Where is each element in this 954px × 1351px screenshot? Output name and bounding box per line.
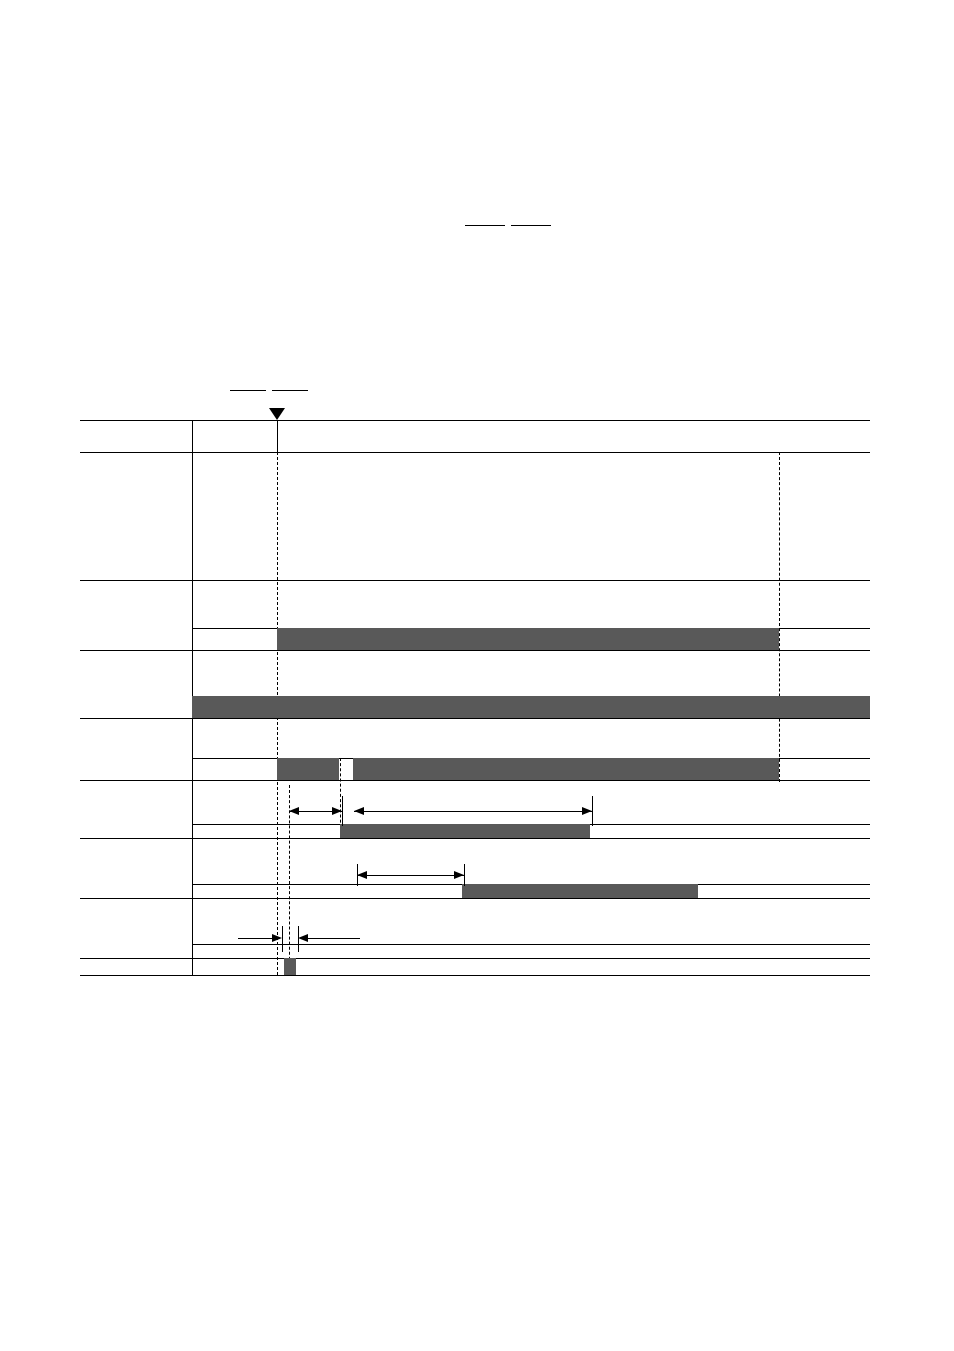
trigger-marker-icon — [269, 408, 285, 420]
row-line — [80, 650, 870, 651]
row-inner-line — [192, 944, 870, 945]
row-line — [80, 975, 870, 976]
signal-bar — [277, 628, 779, 650]
row-line — [80, 898, 870, 899]
arrow-head-left-icon — [357, 871, 367, 879]
dim-arrow — [354, 811, 592, 812]
signal-bar — [284, 958, 296, 975]
row-line — [80, 780, 870, 781]
arrow-head-left-icon — [354, 807, 364, 815]
dim-tick — [592, 796, 593, 826]
signal-bar — [353, 758, 779, 780]
dim-tick — [282, 926, 283, 952]
trigger-label-underline — [230, 390, 308, 391]
arrow-head-right-icon — [272, 934, 282, 942]
arrow-head-right-icon — [454, 871, 464, 879]
arrow-head-right-icon — [332, 807, 342, 815]
signal-bar — [277, 758, 339, 780]
signal-bar — [462, 884, 698, 898]
right-dashed-vline — [779, 452, 780, 782]
dim-arrow — [357, 875, 464, 876]
row-line — [80, 580, 870, 581]
dim-tick — [464, 864, 465, 886]
signal-bar — [340, 824, 590, 838]
signal-bar — [192, 696, 870, 718]
arrow-head-left-icon — [289, 807, 299, 815]
row-line — [80, 452, 870, 453]
dim-tick — [342, 796, 343, 826]
dim-arrow — [302, 938, 360, 939]
arrow-head-left-icon — [298, 934, 308, 942]
trigger-vline — [277, 420, 278, 452]
row-line — [80, 718, 870, 719]
row-line — [80, 838, 870, 839]
timing-diagram — [0, 0, 954, 1351]
page — [0, 0, 954, 1351]
row-line — [80, 420, 870, 421]
arrow-head-right-icon — [582, 807, 592, 815]
row-line — [80, 958, 870, 959]
